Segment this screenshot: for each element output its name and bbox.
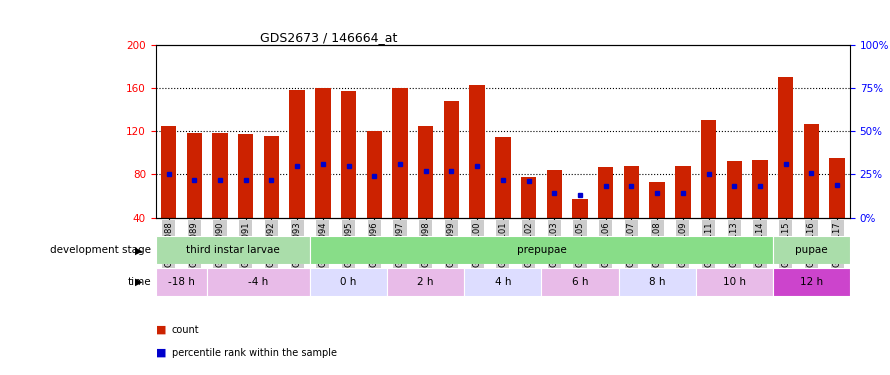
Text: ■: ■ [156,348,166,357]
Bar [289,90,305,218]
Text: 2 h: 2 h [417,277,434,287]
Bar [700,120,716,218]
Text: 4 h: 4 h [495,277,511,287]
Text: ▶: ▶ [135,245,142,255]
Text: development stage: development stage [51,245,151,255]
Bar [495,136,511,218]
Bar [469,85,485,218]
Bar [541,268,619,296]
Text: -4 h: -4 h [248,277,269,287]
Text: pupae: pupae [795,245,828,255]
Bar [156,236,310,264]
Text: prepupae: prepupae [516,245,566,255]
Bar [726,161,742,218]
Bar [465,268,541,296]
Bar [546,170,562,217]
Bar [773,236,850,264]
Text: percentile rank within the sample: percentile rank within the sample [172,348,336,357]
Bar [444,101,459,217]
Bar [367,131,382,218]
Text: ■: ■ [156,325,166,335]
Text: time: time [127,277,151,287]
Text: 12 h: 12 h [800,277,823,287]
Bar [773,268,850,296]
Text: 10 h: 10 h [723,277,746,287]
Bar [387,268,465,296]
Bar [778,77,793,218]
Bar [310,268,387,296]
Bar [572,199,587,217]
Text: 6 h: 6 h [571,277,588,287]
Bar [341,92,356,218]
Text: 8 h: 8 h [649,277,666,287]
Bar [263,136,279,218]
Bar [207,268,310,296]
Bar [310,236,773,264]
Bar [676,166,691,218]
Bar [187,134,202,218]
Text: 0 h: 0 h [340,277,357,287]
Bar [624,166,639,218]
Text: ▶: ▶ [135,277,142,287]
Bar [238,135,254,218]
Bar [804,124,819,218]
Text: third instar larvae: third instar larvae [186,245,279,255]
Text: GDS2673 / 146664_at: GDS2673 / 146664_at [260,31,397,44]
Bar [315,88,330,218]
Text: -18 h: -18 h [168,277,195,287]
Bar [696,268,773,296]
Bar [829,158,845,218]
Bar [156,268,207,296]
Bar [392,88,408,218]
Bar [161,126,176,218]
Bar [619,268,696,296]
Text: count: count [172,325,199,335]
Bar [650,182,665,218]
Bar [418,126,433,218]
Bar [213,134,228,218]
Bar [521,177,537,218]
Bar [598,167,613,218]
Bar [752,160,768,218]
